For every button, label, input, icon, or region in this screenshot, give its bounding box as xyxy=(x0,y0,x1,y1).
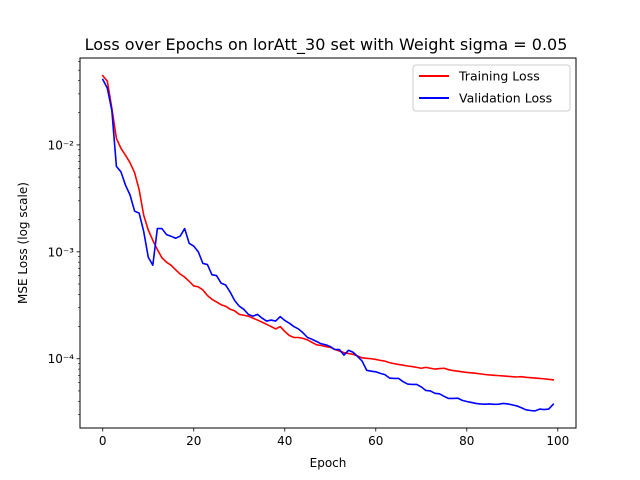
chart-title: Loss over Epochs on lorAtt_30 set with W… xyxy=(85,35,568,55)
y-tick-label: 10⁻² xyxy=(48,138,75,152)
plot-frame xyxy=(79,57,577,429)
y-axis: 10⁻⁴ 10⁻³ 10⁻² xyxy=(48,61,80,415)
x-tick-label: 80 xyxy=(459,434,474,448)
x-axis-label: Epoch xyxy=(310,456,347,470)
x-tick-label: 100 xyxy=(546,434,569,448)
series-layer xyxy=(101,74,555,412)
y-axis-label: MSE Loss (log scale) xyxy=(16,182,30,304)
x-tick-label: 40 xyxy=(277,434,292,448)
legend-label-training: Training Loss xyxy=(458,69,540,84)
x-tick-label: 0 xyxy=(99,434,107,448)
y-tick-label: 10⁻⁴ xyxy=(48,352,75,366)
y-tick-label: 10⁻³ xyxy=(48,245,75,259)
x-tick-label: 60 xyxy=(368,434,383,448)
legend-frame xyxy=(412,64,571,112)
series-line-training xyxy=(101,74,555,381)
series-line-validation xyxy=(101,78,555,412)
legend: Training Loss Validation Loss xyxy=(412,64,571,112)
x-axis: 0 20 40 60 80 100 xyxy=(99,428,569,448)
plot-area xyxy=(101,74,555,412)
x-tick-label: 20 xyxy=(186,434,201,448)
legend-label-validation: Validation Loss xyxy=(459,91,552,106)
